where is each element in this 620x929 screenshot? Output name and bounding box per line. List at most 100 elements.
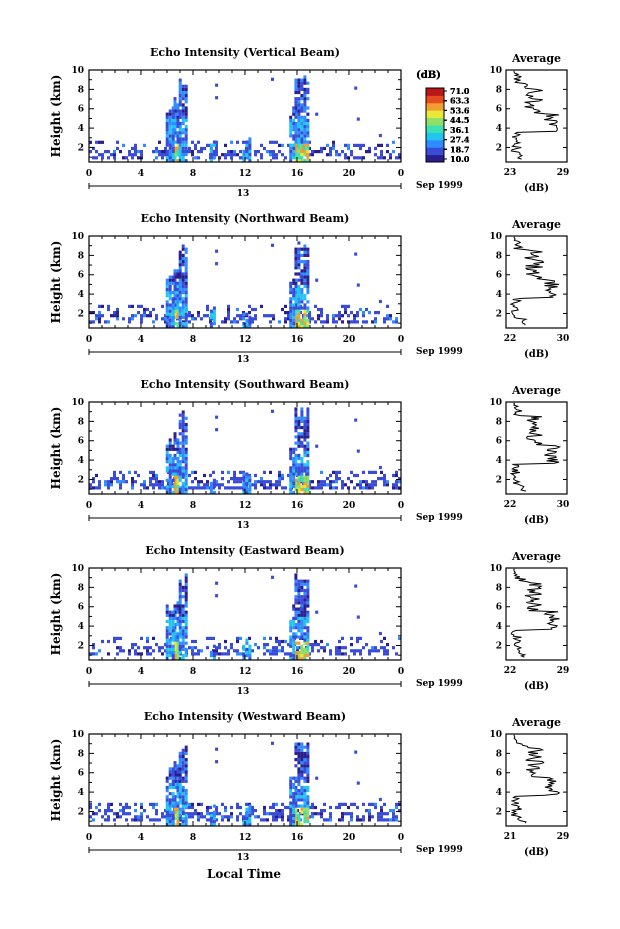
heatmap-cell xyxy=(248,473,251,478)
heatmap-cell xyxy=(323,818,326,822)
heatmap-cell xyxy=(297,813,301,817)
heatmap-cell xyxy=(294,607,298,611)
heatmap-cell xyxy=(300,810,304,814)
heatmap-cell xyxy=(269,652,272,656)
heatmap-cell xyxy=(113,156,116,160)
heatmap-cell xyxy=(287,473,290,478)
heatmap-cell xyxy=(171,466,175,470)
heatmap-cell xyxy=(181,300,185,304)
heatmap-cell xyxy=(289,287,293,292)
heatmap-cell xyxy=(389,818,392,822)
heatmap-cell xyxy=(292,782,296,786)
heatmap-cell xyxy=(171,638,175,642)
heatmap-cell xyxy=(303,90,307,95)
heatmap-cell xyxy=(398,153,401,157)
heatmap-cell xyxy=(164,146,167,151)
heatmap-cell xyxy=(212,140,216,144)
heatmap-cell xyxy=(294,413,298,417)
heatmap-cell xyxy=(338,477,341,481)
heatmap-cell xyxy=(184,801,188,805)
heatmap-cell xyxy=(113,153,116,157)
heatmap-cell xyxy=(297,306,301,310)
heatmap-cell xyxy=(165,125,169,129)
heatmap-cell xyxy=(158,140,161,144)
heatmap-cell xyxy=(292,469,296,473)
heatmap-cell xyxy=(297,315,301,319)
heatmap-cell xyxy=(181,143,185,147)
heatmap-cell xyxy=(212,816,216,821)
heatmap-cell xyxy=(203,473,206,478)
heatmap-cell xyxy=(297,463,301,467)
heatmap-cell xyxy=(140,815,143,819)
heatmap-cell xyxy=(359,652,362,656)
heatmap-cell xyxy=(215,646,218,650)
heatmap-cells xyxy=(89,741,401,827)
heatmap-cell xyxy=(292,616,296,620)
colorbar-tick-label: 10.0 xyxy=(450,154,470,164)
heatmap-cell xyxy=(165,779,169,783)
heatmap-cell xyxy=(178,472,182,476)
heatmap-cell xyxy=(275,812,278,816)
heatmap-cell xyxy=(294,745,298,749)
heatmap-cell xyxy=(178,121,182,126)
heatmap-cell xyxy=(395,652,398,656)
heatmap-cell xyxy=(320,311,323,315)
x-tick-label: 8 xyxy=(190,335,196,345)
heatmap-cell xyxy=(176,121,180,126)
heatmap-cell xyxy=(245,813,249,817)
heatmap-cell xyxy=(297,650,301,655)
heatmap-cell xyxy=(140,802,143,806)
heatmap-cell xyxy=(292,322,296,326)
heatmap-cell xyxy=(171,623,175,627)
heatmap-cell xyxy=(165,118,169,122)
y-tick-label: 8 xyxy=(78,583,84,593)
heatmap-cell xyxy=(165,632,169,636)
heatmap-cell xyxy=(398,486,401,490)
heatmap-cell xyxy=(289,475,293,479)
heatmap-cell xyxy=(371,470,374,474)
heatmap-cell xyxy=(338,818,341,822)
heatmap-cell xyxy=(176,152,180,157)
heatmap-cell xyxy=(350,150,353,154)
heatmap-cell xyxy=(165,629,169,633)
heatmap-cell xyxy=(178,263,182,267)
x-tick-label: 4 xyxy=(138,667,144,677)
heatmap-cell xyxy=(314,639,317,644)
heatmap-cell xyxy=(203,146,206,151)
heatmap-cell xyxy=(182,320,185,324)
heatmap-cell xyxy=(179,486,182,490)
heatmap-cell xyxy=(297,318,301,323)
heatmap-cell xyxy=(173,491,177,495)
heatmap-cell xyxy=(306,795,310,799)
heatmap-cell xyxy=(300,623,304,627)
heatmap-cell xyxy=(303,804,307,808)
heatmap-cell xyxy=(303,250,307,254)
heatmap-cell xyxy=(281,649,284,653)
heatmap-cell xyxy=(230,150,233,154)
heatmap-cell xyxy=(209,473,212,478)
heatmap-cell xyxy=(311,153,314,157)
heatmap-cell xyxy=(294,318,298,323)
heatmap-cell xyxy=(281,307,284,312)
heatmap-cell xyxy=(359,143,362,147)
heatmap-cell xyxy=(306,644,310,648)
heatmap-cell xyxy=(143,314,146,318)
heatmap-cell xyxy=(176,635,180,639)
heatmap-cell xyxy=(178,650,182,655)
heatmap-cell xyxy=(300,121,304,126)
heatmap-cell xyxy=(306,626,310,630)
heatmap-cell xyxy=(289,810,293,814)
heatmap-cell xyxy=(344,812,347,816)
panel-5: Echo Intensity (Westward Beam)Height (km… xyxy=(49,70,569,863)
heatmap-cell xyxy=(168,638,172,642)
heatmap-cell xyxy=(303,751,307,755)
heatmap-cell xyxy=(303,109,307,113)
heatmap-cell xyxy=(303,152,307,157)
heatmap-cell xyxy=(191,812,194,816)
heatmap-cell xyxy=(289,121,293,126)
heatmap-cell xyxy=(332,470,335,474)
heatmap-cell xyxy=(245,475,249,479)
heatmap-cells xyxy=(89,573,401,661)
heatmap-cell xyxy=(292,309,296,313)
colorbar-tick-label: 63.3 xyxy=(450,96,470,106)
